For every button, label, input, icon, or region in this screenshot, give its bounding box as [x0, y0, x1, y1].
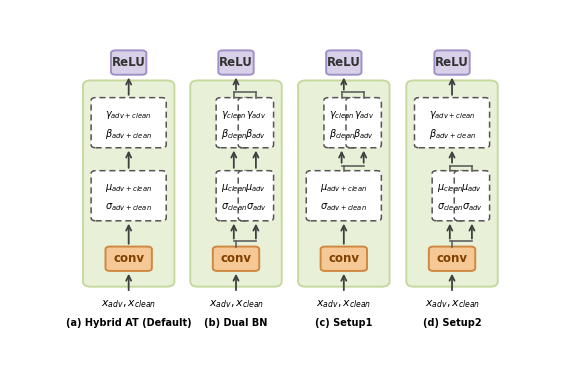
Text: $\gamma_{adv+clean}$: $\gamma_{adv+clean}$ [429, 109, 475, 121]
Text: (c) Setup1: (c) Setup1 [315, 318, 373, 328]
FancyBboxPatch shape [320, 247, 367, 271]
FancyBboxPatch shape [432, 171, 467, 221]
Text: ReLU: ReLU [219, 56, 253, 69]
Text: $\mu_{adv}$: $\mu_{adv}$ [462, 182, 482, 194]
Text: $\mu_{adv+clean}$: $\mu_{adv+clean}$ [105, 182, 152, 194]
Text: $x_{adv}, x_{clean}$: $x_{adv}, x_{clean}$ [209, 298, 263, 310]
Text: $\mu_{clean}$: $\mu_{clean}$ [437, 182, 463, 194]
FancyBboxPatch shape [434, 50, 470, 75]
FancyBboxPatch shape [306, 171, 381, 221]
Text: $\sigma_{adv}$: $\sigma_{adv}$ [246, 201, 266, 213]
Text: $x_{adv}, x_{clean}$: $x_{adv}, x_{clean}$ [316, 298, 371, 310]
FancyBboxPatch shape [91, 171, 166, 221]
FancyBboxPatch shape [414, 97, 490, 148]
Text: conv: conv [113, 252, 144, 265]
Text: (d) Setup2: (d) Setup2 [423, 318, 481, 328]
FancyBboxPatch shape [346, 97, 381, 148]
Text: $\sigma_{adv+clean}$: $\sigma_{adv+clean}$ [105, 201, 152, 213]
Text: $x_{adv}, x_{clean}$: $x_{adv}, x_{clean}$ [101, 298, 156, 310]
FancyBboxPatch shape [298, 80, 389, 287]
FancyBboxPatch shape [454, 171, 490, 221]
FancyBboxPatch shape [238, 97, 274, 148]
Text: conv: conv [328, 252, 359, 265]
Text: $\gamma_{adv}$: $\gamma_{adv}$ [246, 109, 266, 121]
Text: $\gamma_{clean}$: $\gamma_{clean}$ [329, 109, 355, 121]
Text: $\beta_{adv}$: $\beta_{adv}$ [246, 127, 266, 141]
FancyBboxPatch shape [324, 97, 359, 148]
Text: $\beta_{adv}$: $\beta_{adv}$ [353, 127, 374, 141]
Text: $\mu_{adv+clean}$: $\mu_{adv+clean}$ [320, 182, 368, 194]
FancyBboxPatch shape [216, 171, 251, 221]
FancyBboxPatch shape [326, 50, 361, 75]
Text: conv: conv [221, 252, 251, 265]
FancyBboxPatch shape [83, 80, 174, 287]
Text: $\beta_{adv+clean}$: $\beta_{adv+clean}$ [105, 127, 152, 141]
Text: $\sigma_{clean}$: $\sigma_{clean}$ [221, 201, 247, 213]
Text: $\gamma_{adv+clean}$: $\gamma_{adv+clean}$ [105, 109, 152, 121]
Text: $\sigma_{clean}$: $\sigma_{clean}$ [437, 201, 463, 213]
FancyBboxPatch shape [213, 247, 259, 271]
FancyBboxPatch shape [105, 247, 152, 271]
Text: conv: conv [437, 252, 467, 265]
Text: $\beta_{clean}$: $\beta_{clean}$ [328, 127, 355, 141]
Text: ReLU: ReLU [112, 56, 145, 69]
Text: $\mu_{adv}$: $\mu_{adv}$ [246, 182, 266, 194]
Text: (b) Dual BN: (b) Dual BN [204, 318, 268, 328]
FancyBboxPatch shape [406, 80, 498, 287]
Text: ReLU: ReLU [435, 56, 469, 69]
Text: $\mu_{clean}$: $\mu_{clean}$ [221, 182, 247, 194]
FancyBboxPatch shape [91, 97, 166, 148]
FancyBboxPatch shape [429, 247, 475, 271]
Text: (a) Hybrid AT (Default): (a) Hybrid AT (Default) [66, 318, 192, 328]
Text: $x_{adv}, x_{clean}$: $x_{adv}, x_{clean}$ [425, 298, 479, 310]
Text: ReLU: ReLU [327, 56, 361, 69]
FancyBboxPatch shape [238, 171, 274, 221]
Text: $\sigma_{adv+clean}$: $\sigma_{adv+clean}$ [320, 201, 367, 213]
Text: $\sigma_{adv}$: $\sigma_{adv}$ [462, 201, 482, 213]
Text: $\beta_{clean}$: $\beta_{clean}$ [221, 127, 247, 141]
FancyBboxPatch shape [111, 50, 146, 75]
FancyBboxPatch shape [218, 50, 254, 75]
Text: $\gamma_{clean}$: $\gamma_{clean}$ [221, 109, 247, 121]
FancyBboxPatch shape [216, 97, 251, 148]
Text: $\beta_{adv+clean}$: $\beta_{adv+clean}$ [429, 127, 475, 141]
Text: $\gamma_{adv}$: $\gamma_{adv}$ [353, 109, 374, 121]
FancyBboxPatch shape [190, 80, 282, 287]
